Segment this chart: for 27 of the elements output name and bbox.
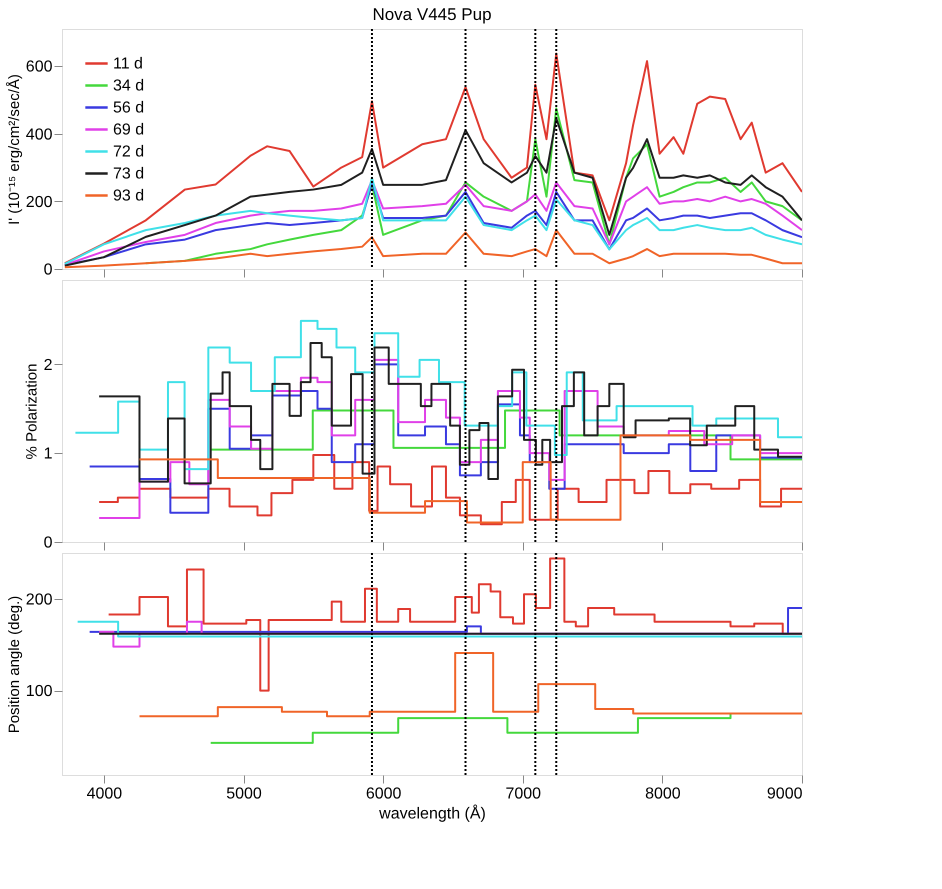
x-tick-label: 4000 [86,786,122,802]
y-tick-label: 200 [26,591,53,608]
legend-label: 69 d [113,122,144,138]
y-tick-label: 1 [44,446,53,463]
y-tick-label: 0 [44,534,53,552]
y-tick-label: 0 [44,262,53,278]
x-tick-label: 5000 [226,786,262,802]
y-axis-title: I' (10⁻¹⁵ erg/cm²/sec/Å) [4,74,23,225]
y-tick-label: 2 [44,356,53,374]
y-axis-title: Position angle (deg.) [6,596,23,734]
x-tick-label: 8000 [645,786,681,802]
legend-label: 34 d [113,78,144,94]
x-tick-label: 6000 [366,786,402,802]
x-tick-label: 7000 [505,786,542,802]
chart-title: Nova V445 Pup [372,5,492,24]
x-axis-title: wavelength (Å) [378,804,486,822]
legend-label: 11 d [113,56,143,72]
x-tick-label: 9000 [766,786,803,802]
legend-label: 73 d [113,166,144,182]
y-tick-label: 600 [26,58,53,76]
legend-label: 72 d [113,144,144,160]
y-tick-label: 400 [26,126,53,144]
legend-label: 56 d [113,100,144,116]
y-tick-label: 100 [26,683,53,700]
y-tick-label: 200 [26,194,53,211]
y-axis-title: % Polarization [24,364,41,460]
legend-label: 93 d [113,188,144,204]
